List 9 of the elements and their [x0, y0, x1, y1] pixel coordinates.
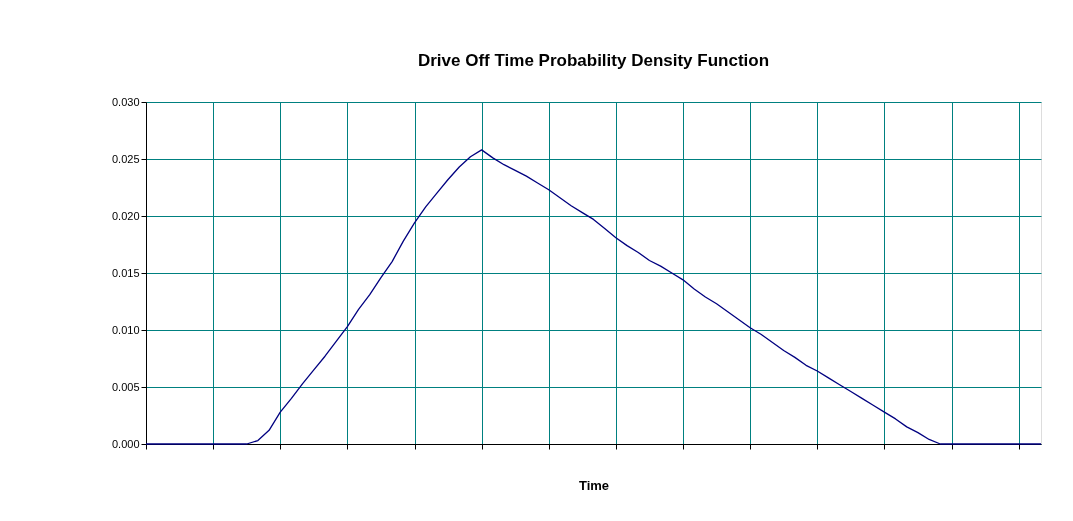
y-tick-label: 0.025	[111, 152, 140, 165]
chart-title: Drive Off Time Probability Density Function	[417, 51, 770, 70]
y-tick-label: 0.015	[111, 266, 140, 279]
y-tick-label: 0.030	[111, 95, 140, 108]
y-tick-label: 0.010	[111, 323, 140, 336]
y-tick-label: 0.020	[111, 209, 140, 222]
y-tick-label: 0.005	[111, 380, 140, 393]
x-axis-title: Time	[578, 478, 610, 493]
y-tick-label: 0.000	[111, 437, 140, 450]
